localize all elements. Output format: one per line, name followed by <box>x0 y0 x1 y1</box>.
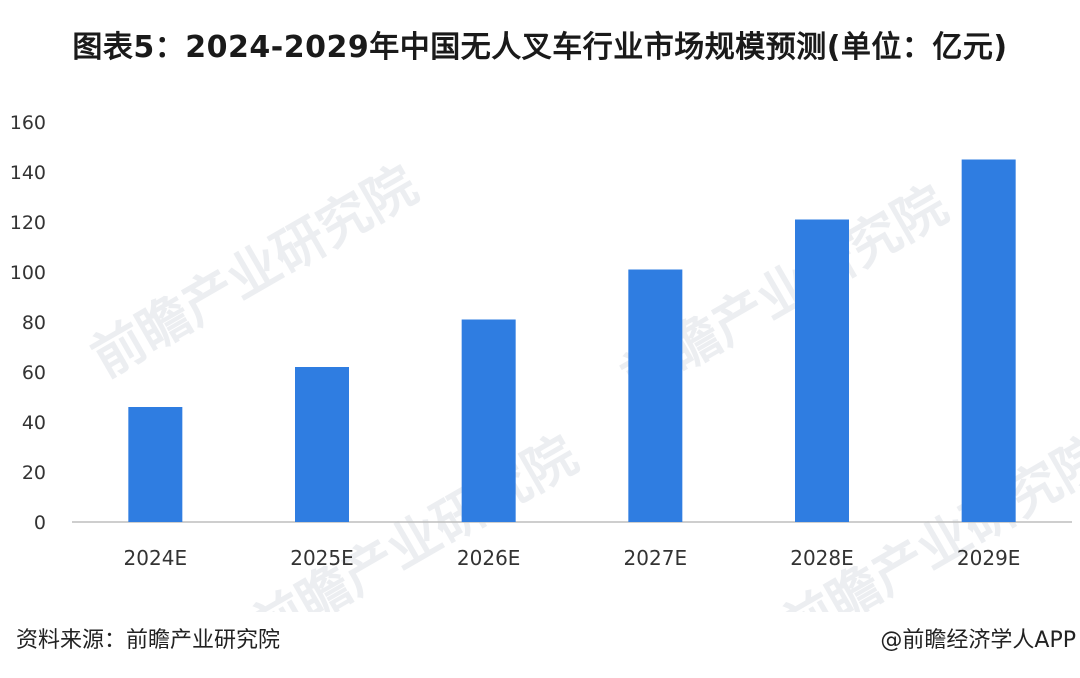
bar <box>461 319 516 522</box>
x-tick-label: 2029E <box>957 546 1021 570</box>
y-tick-label: 120 <box>10 212 46 234</box>
bar <box>961 159 1016 522</box>
source-label: 资料来源：前瞻产业研究院 <box>16 628 281 653</box>
y-tick-label: 20 <box>22 462 46 484</box>
x-tick-label: 2024E <box>124 546 188 570</box>
bar <box>628 269 683 522</box>
chart-title: 图表5：2024-2029年中国无人叉车行业市场规模预测(单位：亿元) <box>72 30 1008 65</box>
y-tick-label: 0 <box>34 512 46 534</box>
x-tick-label: 2025E <box>290 546 354 570</box>
bar <box>295 367 349 522</box>
y-tick-label: 40 <box>22 412 46 434</box>
footer: 资料来源：前瞻产业研究院 @前瞻经济学人APP <box>0 612 1080 678</box>
y-tick-label: 160 <box>10 112 46 134</box>
y-tick-label: 100 <box>10 262 46 284</box>
bar <box>795 219 849 522</box>
y-tick-label: 80 <box>22 312 46 334</box>
x-tick-label: 2028E <box>790 546 854 570</box>
x-tick-label: 2026E <box>457 546 521 570</box>
y-tick-label: 140 <box>10 162 46 184</box>
y-tick-label: 60 <box>22 362 46 384</box>
bar-chart: 0 20 40 60 80 100 120 140 160 2024E 2025E 2026E 2027… <box>10 112 1072 570</box>
bar <box>128 407 183 522</box>
x-tick-label: 2027E <box>624 546 688 570</box>
brand-label: @前瞻经济学人APP <box>880 628 1076 653</box>
